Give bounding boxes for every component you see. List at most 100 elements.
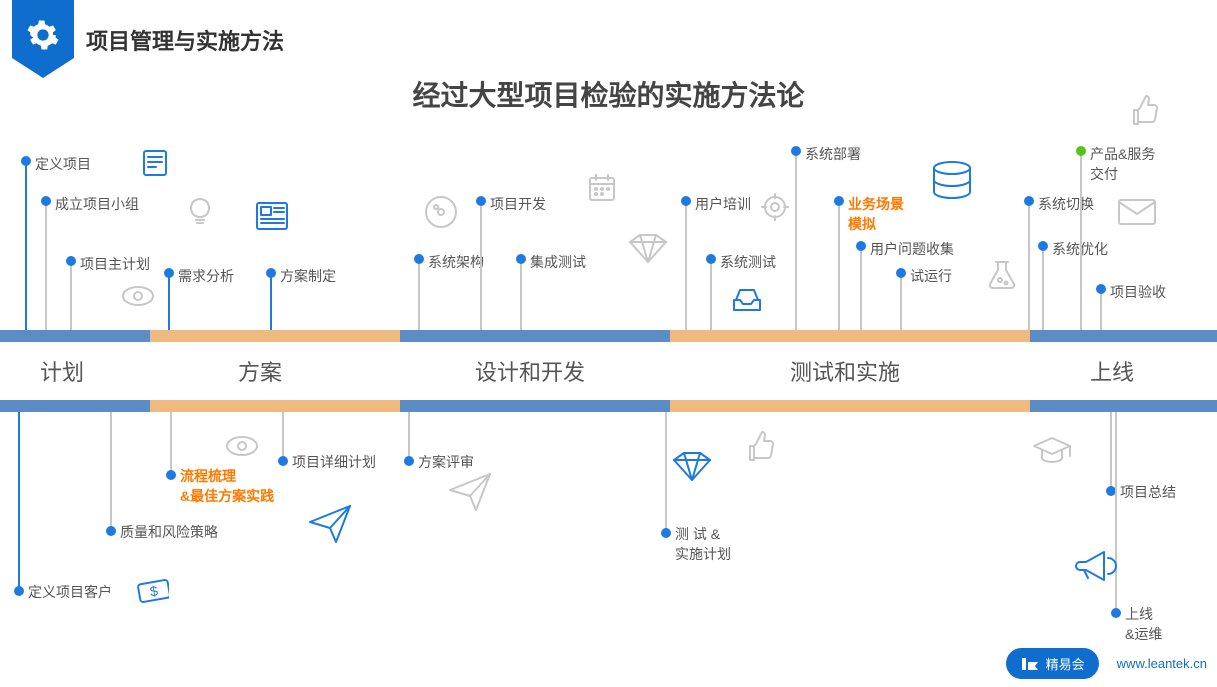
dot (1024, 196, 1034, 206)
band-segment (400, 330, 670, 342)
logo-icon (1020, 656, 1040, 672)
dot (791, 146, 801, 156)
item-label: 成立项目小组 (55, 194, 139, 214)
grad-icon (1030, 434, 1076, 473)
dot (66, 256, 76, 266)
diamond-icon (626, 232, 672, 271)
plane-blue-icon (306, 502, 356, 553)
dot (14, 586, 24, 596)
plane-gray-icon (446, 470, 496, 521)
stem (282, 412, 284, 460)
thumb2-icon (746, 430, 780, 469)
dot (164, 268, 174, 278)
footer-badge: 精易会 (1006, 648, 1099, 679)
phase-label: 方案 (238, 355, 282, 387)
dot (414, 254, 424, 264)
item-label: 项目开发 (490, 194, 546, 214)
stem (900, 272, 902, 330)
stem (795, 150, 797, 330)
item-label: 定义项目 (35, 154, 91, 174)
timeline-top-band (0, 330, 1217, 342)
band-segment (0, 330, 150, 342)
item-label: 项目详细计划 (292, 452, 376, 472)
dot (404, 456, 414, 466)
footer-url: www.leantek.cn (1117, 656, 1207, 671)
item-label: 试运行 (910, 266, 952, 286)
item-label: 项目验收 (1110, 282, 1166, 302)
stem (45, 200, 47, 330)
band-segment (400, 400, 670, 412)
stem (860, 245, 862, 330)
phase-label: 测试和实施 (790, 355, 900, 387)
money-icon (135, 574, 169, 613)
dot (681, 196, 691, 206)
diamond2-icon (670, 450, 716, 489)
stem (168, 272, 170, 330)
dot (834, 196, 844, 206)
gear-sm-icon (760, 192, 794, 231)
gear-icon (26, 18, 60, 52)
stem (520, 258, 522, 330)
stem (665, 412, 667, 532)
subtitle: 经过大型项目检验的实施方法论 (0, 74, 1217, 114)
document-icon (140, 148, 174, 187)
stem (685, 200, 687, 330)
eye-icon (120, 284, 154, 323)
stem (1080, 150, 1082, 330)
band-segment (1030, 330, 1217, 342)
item-label: 上线 &运维 (1125, 604, 1162, 644)
item-label: 定义项目客户 (28, 582, 112, 602)
phase-label: 设计和开发 (475, 355, 585, 387)
mail-icon (1116, 194, 1160, 233)
stem (25, 160, 27, 330)
dot (1076, 146, 1086, 156)
item-label: 质量和风险策略 (120, 522, 218, 542)
flask-icon (986, 258, 1020, 297)
dot (1111, 608, 1121, 618)
megaphone-icon (1074, 544, 1120, 593)
database-icon (930, 160, 976, 209)
dot (266, 268, 276, 278)
stem (70, 260, 72, 330)
dot (896, 268, 906, 278)
item-label: 系统部署 (805, 144, 861, 164)
disc-icon (423, 194, 457, 233)
dot (1096, 284, 1106, 294)
band-segment (670, 330, 1030, 342)
phase-label: 计划 (40, 355, 84, 387)
stem (480, 200, 482, 330)
stem (1028, 200, 1030, 330)
stem (838, 200, 840, 330)
dot (516, 254, 526, 264)
stem (170, 412, 172, 474)
item-label: 需求分析 (178, 266, 234, 286)
dot (41, 196, 51, 206)
dot (278, 456, 288, 466)
stem (1100, 288, 1102, 330)
item-label: 系统测试 (720, 252, 776, 272)
item-label: 系统架构 (428, 252, 484, 272)
stem (1110, 412, 1112, 490)
item-label: 项目主计划 (80, 254, 150, 274)
dot (166, 470, 176, 480)
dot (856, 241, 866, 251)
item-label: 方案评审 (418, 452, 474, 472)
band-segment (150, 400, 400, 412)
stem (18, 412, 20, 590)
dot (106, 526, 116, 536)
calendar-icon (586, 172, 620, 211)
item-label: 用户问题收集 (870, 239, 954, 259)
band-segment (150, 330, 400, 342)
dot (476, 196, 486, 206)
dot (21, 156, 31, 166)
item-label: 业务场景 模拟 (848, 194, 904, 234)
news-icon (254, 198, 294, 243)
brand-label: 精易会 (1046, 654, 1085, 673)
stem (710, 258, 712, 330)
stem (110, 412, 112, 530)
stem (418, 258, 420, 330)
item-label: 方案制定 (280, 266, 336, 286)
thumbs-up-icon (1130, 94, 1164, 133)
phase-label: 上线 (1090, 355, 1134, 387)
dot (661, 528, 671, 538)
